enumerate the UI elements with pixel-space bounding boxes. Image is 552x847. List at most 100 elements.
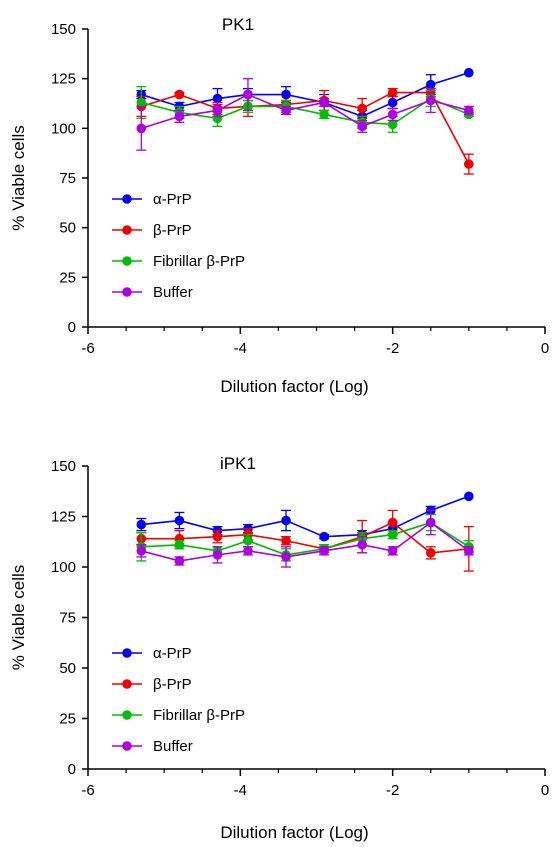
y-axis-title: % Viable cells	[9, 565, 28, 671]
legend-marker	[122, 194, 132, 204]
x-axis-title: Dilution factor (Log)	[220, 377, 368, 396]
y-tick-label: 50	[59, 660, 76, 677]
legend-label: Buffer	[153, 284, 193, 301]
data-point	[243, 546, 253, 556]
data-point	[281, 105, 291, 116]
legend-label: α-PrP	[153, 191, 192, 208]
series-line	[141, 71, 470, 118]
data-point	[243, 535, 253, 546]
data-point	[425, 95, 436, 106]
data-point	[212, 550, 223, 560]
y-tick-label: 0	[68, 761, 76, 778]
y-tick-label: 125	[51, 509, 76, 526]
data-point	[136, 519, 147, 530]
data-point	[387, 109, 398, 120]
series-line	[141, 521, 470, 556]
data-point	[387, 546, 398, 556]
data-point	[212, 531, 223, 542]
data-point	[464, 159, 474, 169]
data-point	[387, 119, 398, 130]
data-point	[425, 517, 436, 528]
x-tick-label: -4	[234, 340, 247, 357]
data-point	[212, 93, 223, 104]
data-point	[387, 97, 398, 108]
legend-marker	[122, 225, 132, 235]
series-line	[141, 93, 470, 130]
y-tick-label: 75	[59, 610, 76, 627]
series-line	[141, 97, 470, 126]
legend-label: Buffer	[153, 738, 193, 755]
data-point	[174, 111, 185, 122]
legend-label: α-PrP	[153, 645, 192, 662]
data-point	[464, 105, 474, 116]
series-line	[141, 521, 469, 554]
data-point	[425, 79, 436, 90]
legend-entry: Fibrillar β-PrP	[112, 707, 245, 724]
legend-marker	[122, 287, 132, 297]
data-point	[387, 87, 398, 98]
x-tick-label: -2	[386, 782, 399, 799]
legend-entry: α-PrP	[112, 645, 192, 662]
data-point	[243, 89, 253, 100]
legend-entry: α-PrP	[112, 191, 192, 208]
series-2	[136, 509, 474, 572]
y-tick-label: 25	[59, 269, 76, 286]
chart-panel-2: 0 25 50 75 100 125 150 -6 -4 -2 0 Dilution factor (…	[9, 454, 549, 842]
series-4	[136, 509, 474, 568]
data-point	[174, 556, 185, 566]
x-tick-label: -2	[386, 340, 399, 357]
data-point	[357, 103, 368, 114]
data-point	[357, 539, 368, 550]
legend-marker	[122, 741, 132, 751]
data-point	[212, 105, 223, 116]
data-point	[174, 515, 185, 526]
data-point	[136, 546, 147, 556]
chart-title: iPK1	[220, 454, 256, 473]
series-2	[136, 87, 474, 175]
x-tick-label: -4	[234, 782, 247, 799]
y-tick-label: 50	[59, 220, 76, 237]
y-tick-label: 75	[59, 170, 76, 187]
legend-marker	[122, 648, 132, 658]
data-point	[136, 97, 147, 108]
legend-label: β-PrP	[153, 222, 192, 239]
data-point	[281, 515, 291, 526]
y-tick-label: 25	[59, 711, 76, 728]
series-line	[141, 495, 470, 538]
y-tick-label: 100	[51, 559, 76, 576]
legend-marker	[122, 679, 132, 689]
legend-entry: β-PrP	[112, 222, 192, 239]
data-point	[387, 529, 398, 540]
data-point	[281, 552, 291, 562]
data-point	[136, 123, 147, 134]
series-line	[141, 91, 470, 165]
legend-entry: Buffer	[112, 738, 193, 755]
x-tick-label: -6	[81, 340, 94, 357]
x-tick-label: 0	[541, 782, 549, 799]
x-tick-label: -6	[81, 782, 94, 799]
data-point	[281, 535, 291, 546]
data-point	[464, 546, 474, 556]
legend-entry: Fibrillar β-PrP	[112, 253, 245, 270]
x-axis-title: Dilution factor (Log)	[220, 823, 368, 842]
legend-label: Fibrillar β-PrP	[153, 707, 245, 724]
data-point	[357, 121, 368, 132]
chart-title: PK1	[222, 15, 254, 34]
legend-label: β-PrP	[153, 676, 192, 693]
y-tick-label: 0	[68, 319, 76, 336]
chart-panel-1: 0 25 50 75 100 125 150 -6 -4 -2 0 Dilution factor (…	[9, 15, 549, 396]
data-point	[319, 546, 329, 556]
legend-entry: Buffer	[112, 284, 193, 301]
legend-entry: β-PrP	[112, 676, 192, 693]
legend-marker	[122, 256, 132, 266]
data-point	[319, 531, 329, 542]
data-point	[319, 109, 329, 120]
data-point	[464, 491, 474, 502]
series-4	[136, 78, 474, 151]
legend-label: Fibrillar β-PrP	[153, 253, 245, 270]
series-line	[141, 521, 470, 562]
series-3	[136, 85, 474, 133]
data-point	[319, 97, 329, 108]
